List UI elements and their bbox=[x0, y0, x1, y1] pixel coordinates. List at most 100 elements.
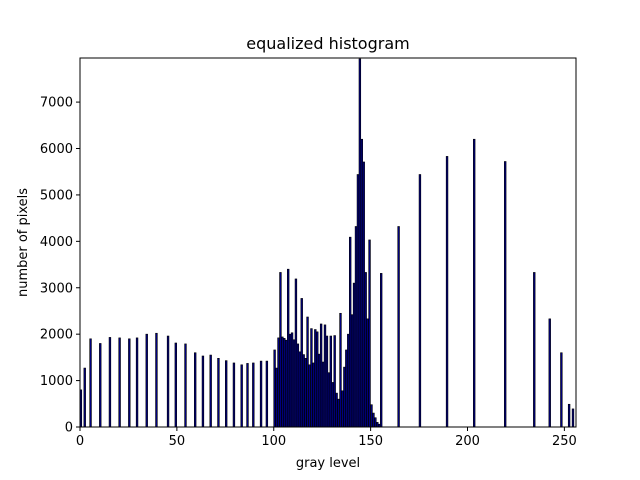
x-tick-label: 200 bbox=[455, 434, 480, 449]
bar bbox=[571, 408, 575, 428]
bar bbox=[374, 417, 377, 428]
bar bbox=[302, 354, 305, 428]
bar bbox=[548, 318, 551, 428]
bar bbox=[252, 362, 255, 428]
bar bbox=[343, 366, 346, 428]
bar bbox=[240, 364, 243, 428]
bar bbox=[333, 335, 336, 428]
bar bbox=[174, 342, 177, 428]
bar bbox=[533, 272, 536, 428]
bar bbox=[473, 138, 476, 428]
bar bbox=[354, 226, 358, 428]
bar bbox=[331, 382, 334, 428]
bar bbox=[321, 361, 325, 428]
y-tick-label: 0 bbox=[65, 421, 73, 436]
bar bbox=[135, 337, 139, 428]
bar bbox=[201, 355, 205, 428]
bar bbox=[318, 353, 321, 428]
chart-title: equalized histogram bbox=[246, 34, 409, 53]
bar bbox=[418, 174, 422, 428]
bar bbox=[335, 392, 338, 428]
bar bbox=[316, 331, 319, 428]
bar bbox=[352, 282, 356, 428]
bar bbox=[312, 362, 315, 428]
x-tick-label: 100 bbox=[261, 434, 286, 449]
bar bbox=[380, 273, 383, 428]
y-tick-label: 6000 bbox=[40, 142, 73, 157]
bar bbox=[281, 336, 284, 428]
bar bbox=[290, 332, 294, 428]
bar bbox=[327, 372, 331, 428]
x-tick-label: 250 bbox=[552, 434, 577, 449]
bar bbox=[376, 422, 379, 428]
bar bbox=[370, 404, 373, 428]
bar bbox=[358, 58, 362, 428]
bar bbox=[567, 403, 571, 428]
bar bbox=[296, 343, 300, 428]
bar bbox=[366, 318, 369, 428]
bar bbox=[341, 390, 344, 428]
bar bbox=[118, 337, 121, 428]
bar bbox=[145, 333, 148, 428]
bar bbox=[339, 312, 342, 428]
bar bbox=[166, 335, 170, 428]
bar bbox=[108, 337, 112, 428]
bar bbox=[323, 324, 327, 428]
bar bbox=[83, 367, 86, 428]
bar bbox=[128, 338, 131, 428]
y-ticks: 0 1000 2000 3000 4000 5000 6000 7000 bbox=[40, 96, 80, 436]
bar bbox=[292, 339, 296, 428]
bar bbox=[329, 335, 332, 428]
x-tick-label: 50 bbox=[169, 434, 186, 449]
bar bbox=[560, 352, 563, 428]
bar bbox=[287, 268, 290, 428]
bar bbox=[350, 314, 354, 428]
bar bbox=[194, 352, 197, 428]
bar bbox=[273, 349, 276, 428]
bar bbox=[364, 272, 367, 428]
plot-frame bbox=[79, 57, 577, 428]
bar bbox=[279, 272, 282, 428]
bar bbox=[275, 367, 278, 428]
bar bbox=[362, 161, 365, 428]
bar bbox=[265, 360, 269, 428]
bar bbox=[306, 316, 309, 428]
y-tick-label: 1000 bbox=[40, 374, 73, 389]
x-axis-label: gray level bbox=[296, 456, 360, 471]
bar bbox=[217, 358, 220, 428]
bar bbox=[345, 349, 348, 428]
bar bbox=[337, 398, 340, 428]
bar bbox=[285, 339, 288, 428]
y-tick-label: 4000 bbox=[40, 235, 73, 250]
bar bbox=[360, 138, 363, 428]
bar bbox=[277, 337, 280, 428]
bar bbox=[99, 343, 102, 428]
bar bbox=[310, 328, 313, 428]
bar bbox=[300, 298, 303, 428]
bar bbox=[325, 335, 329, 428]
bar bbox=[304, 358, 307, 428]
bar bbox=[504, 161, 507, 428]
x-tick-label: 0 bbox=[76, 434, 84, 449]
bar bbox=[314, 329, 317, 428]
x-ticks: 0 50 100 150 200 250 bbox=[76, 427, 577, 449]
bar bbox=[283, 338, 286, 428]
bar bbox=[294, 278, 298, 428]
y-tick-label: 5000 bbox=[40, 188, 73, 203]
bar bbox=[349, 236, 352, 428]
bar bbox=[356, 174, 360, 428]
y-tick-label: 2000 bbox=[40, 328, 73, 343]
bar bbox=[372, 412, 375, 428]
bar bbox=[319, 323, 323, 428]
bar bbox=[232, 362, 236, 428]
bar bbox=[225, 360, 228, 428]
bar bbox=[368, 239, 371, 428]
bar bbox=[298, 351, 301, 428]
bar bbox=[445, 156, 449, 428]
bar bbox=[308, 364, 311, 428]
bar bbox=[89, 338, 92, 428]
bar bbox=[209, 354, 212, 428]
bar bbox=[347, 333, 350, 428]
bar bbox=[246, 363, 249, 428]
y-tick-label: 7000 bbox=[40, 96, 73, 111]
